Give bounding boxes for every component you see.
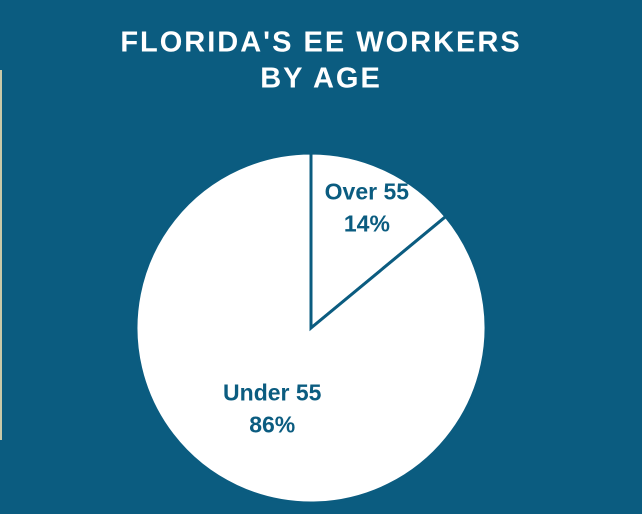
- edge-stripe: [0, 70, 2, 440]
- pie-slice: [309, 151, 448, 332]
- slice-value-label: 86%: [249, 411, 295, 437]
- slice-label: Over 55: [325, 178, 410, 204]
- chart-title: FLORIDA'S EE WORKERS: [120, 27, 521, 59]
- slice-label: Under 55: [223, 379, 322, 405]
- slice-value-label: 14%: [344, 210, 390, 236]
- chart-title: BY AGE: [260, 63, 382, 95]
- pie-slice: [134, 151, 488, 505]
